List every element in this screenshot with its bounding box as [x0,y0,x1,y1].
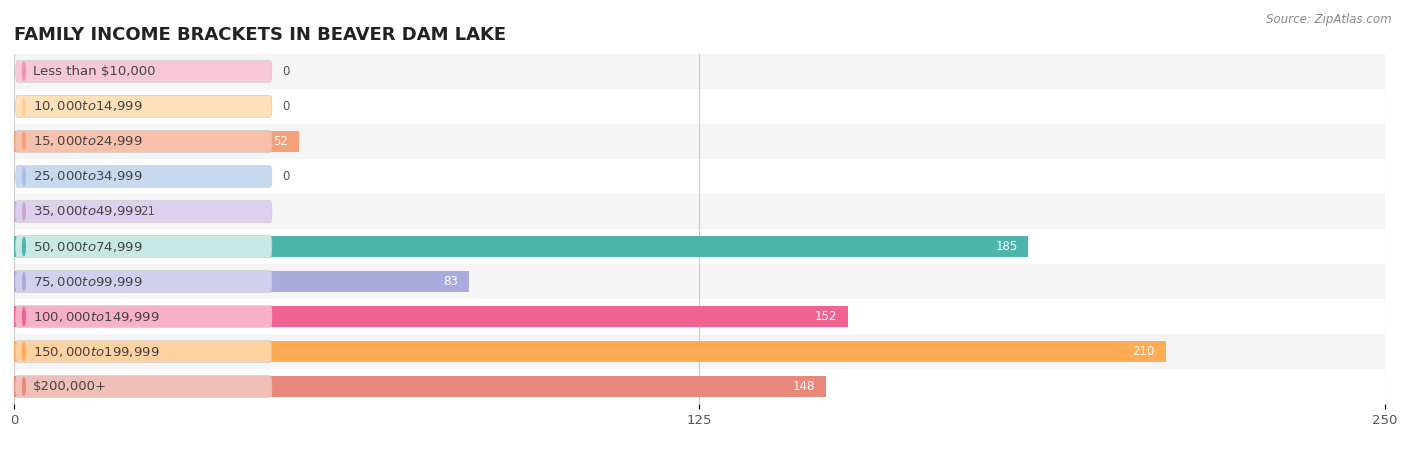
FancyBboxPatch shape [15,61,271,82]
Text: 21: 21 [141,205,155,218]
FancyBboxPatch shape [15,166,271,187]
Text: 210: 210 [1132,345,1154,358]
Text: $10,000 to $14,999: $10,000 to $14,999 [34,99,143,114]
Bar [14,54,1385,89]
Bar [14,131,299,152]
FancyBboxPatch shape [15,306,271,327]
Circle shape [22,62,25,80]
Bar [14,299,1385,334]
FancyBboxPatch shape [15,96,271,117]
Circle shape [22,167,25,185]
Text: $35,000 to $49,999: $35,000 to $49,999 [34,204,143,219]
FancyBboxPatch shape [15,201,271,222]
Circle shape [22,273,25,291]
Bar [14,264,1385,299]
Text: 0: 0 [283,100,290,113]
Text: $15,000 to $24,999: $15,000 to $24,999 [34,134,143,149]
Bar [14,306,848,327]
Text: $150,000 to $199,999: $150,000 to $199,999 [34,344,160,359]
Text: FAMILY INCOME BRACKETS IN BEAVER DAM LAKE: FAMILY INCOME BRACKETS IN BEAVER DAM LAK… [14,26,506,44]
Bar [14,229,1385,264]
Text: 83: 83 [443,275,458,288]
FancyBboxPatch shape [15,271,271,292]
FancyBboxPatch shape [15,376,271,397]
Text: Source: ZipAtlas.com: Source: ZipAtlas.com [1267,13,1392,26]
Bar [14,376,825,397]
FancyBboxPatch shape [15,236,271,257]
Text: 148: 148 [792,380,814,393]
Bar [14,159,1385,194]
Text: Less than $10,000: Less than $10,000 [34,65,156,78]
Circle shape [22,202,25,220]
Circle shape [22,238,25,255]
Text: 0: 0 [283,170,290,183]
Circle shape [22,378,25,396]
Text: $50,000 to $74,999: $50,000 to $74,999 [34,239,143,254]
Bar [14,201,129,222]
Bar [14,369,1385,404]
Bar [14,334,1385,369]
Text: $75,000 to $99,999: $75,000 to $99,999 [34,274,143,289]
Bar [14,271,470,292]
Text: $25,000 to $34,999: $25,000 to $34,999 [34,169,143,184]
Text: 152: 152 [814,310,837,323]
Text: 0: 0 [283,65,290,78]
FancyBboxPatch shape [15,341,271,362]
Text: $200,000+: $200,000+ [34,380,107,393]
Circle shape [22,308,25,326]
Text: 185: 185 [995,240,1018,253]
Bar [14,341,1166,362]
Text: 52: 52 [273,135,288,148]
Bar [14,236,1029,257]
Circle shape [22,97,25,115]
Circle shape [22,343,25,361]
Bar [14,89,1385,124]
Text: $100,000 to $149,999: $100,000 to $149,999 [34,309,160,324]
Circle shape [22,132,25,150]
Bar [14,124,1385,159]
Bar [14,194,1385,229]
FancyBboxPatch shape [15,131,271,152]
